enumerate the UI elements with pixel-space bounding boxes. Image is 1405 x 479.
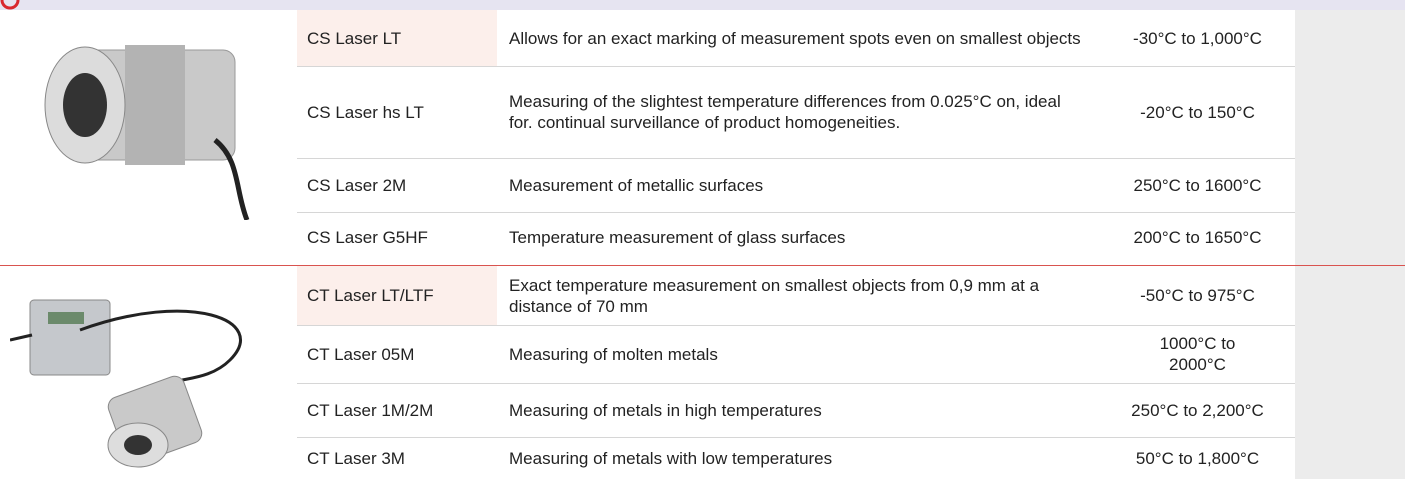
product-image <box>10 299 242 468</box>
description: Measuring of metals in high temperatures <box>509 400 822 420</box>
model-name: CT Laser 05M <box>307 344 415 364</box>
product-image <box>44 45 250 220</box>
temperature-range: -20°C to 150°C <box>1140 102 1255 122</box>
description: Exact temperature measurement on smalles… <box>509 275 1040 316</box>
row-separator <box>297 383 1295 384</box>
row-separator <box>297 212 1295 213</box>
model-name: CS Laser G5HF <box>307 227 428 247</box>
top-bar <box>0 0 1405 10</box>
description: Allows for an exact marking of measureme… <box>509 28 1081 48</box>
group-divider <box>0 265 1405 266</box>
temperature-range: 250°C to 2,200°C <box>1131 400 1264 420</box>
model-name: CT Laser LT/LTF <box>297 266 497 325</box>
temperature-range: 50°C to 1,800°C <box>1135 448 1260 468</box>
description: Temperature measurement of glass surface… <box>509 227 846 247</box>
model-name: CT Laser 3M <box>307 448 405 468</box>
icon <box>0 0 20 10</box>
temperature-range: -30°C to 1,000°C <box>1133 28 1262 48</box>
temperature-range: 250°C to 1600°C <box>1133 175 1262 195</box>
model-name: CT Laser 1M/2M <box>307 400 434 420</box>
temperature-range: 1000°C to 2000°C <box>1159 334 1236 374</box>
row-separator <box>297 66 1295 67</box>
temperature-range: 200°C to 1650°C <box>1133 227 1262 247</box>
row-separator <box>297 437 1295 438</box>
description: Measurement of metallic surfaces <box>509 175 764 195</box>
description: Measuring of metals with low temperature… <box>509 448 833 468</box>
model-name: CS Laser hs LT <box>307 102 424 122</box>
temperature-range: -50°C to 975°C <box>1140 286 1255 305</box>
model-name: CS Laser LT <box>297 10 497 66</box>
row-separator <box>297 158 1295 159</box>
row-separator <box>297 325 1295 326</box>
description: Measuring of molten metals <box>509 344 718 364</box>
side-column <box>1295 10 1405 479</box>
description: Measuring of the slightest temperature d… <box>509 92 1061 132</box>
model-name: CS Laser 2M <box>307 175 407 195</box>
